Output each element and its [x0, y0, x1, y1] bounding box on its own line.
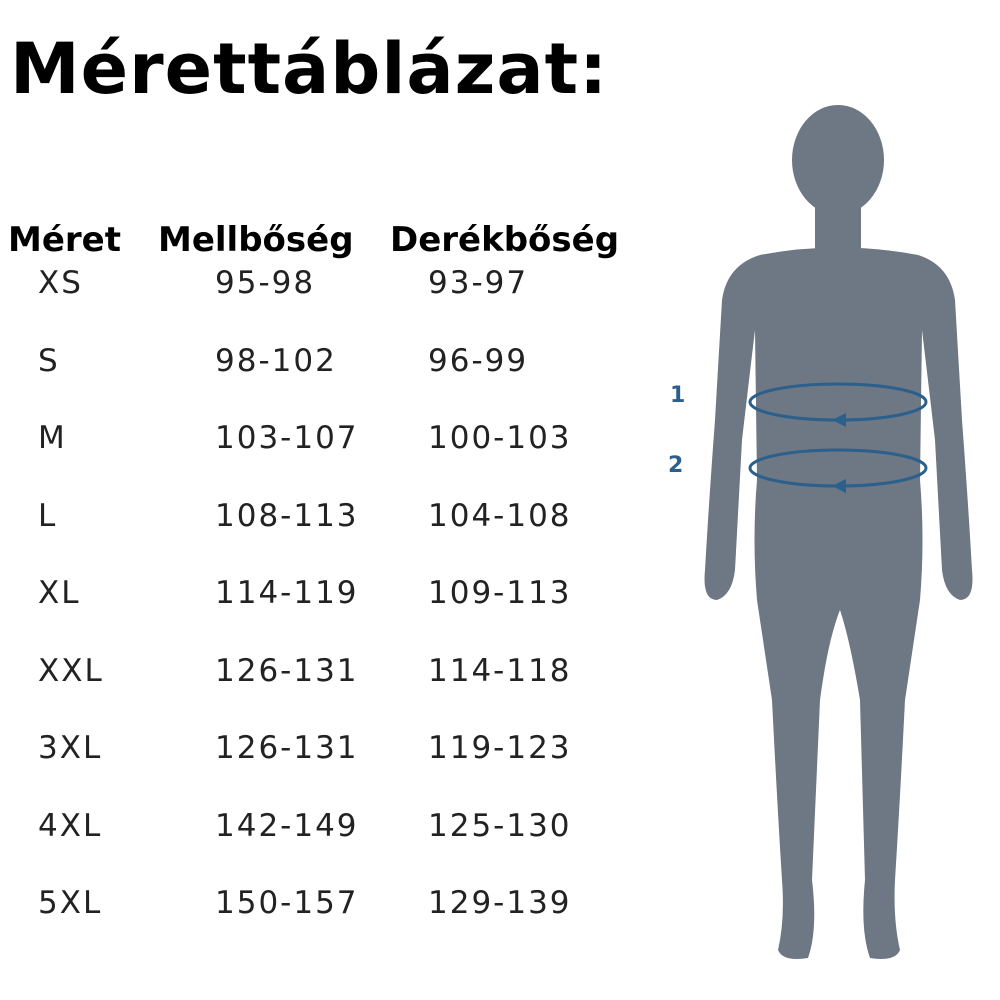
- arrow-icon: [832, 479, 846, 493]
- chest-cell: 108-113: [215, 497, 359, 534]
- chest-cell: 126-131: [215, 730, 359, 766]
- size-cell: XL: [38, 575, 81, 611]
- silhouette-icon: [704, 105, 973, 959]
- chest-cell: 126-131: [215, 652, 359, 689]
- marker-2: 2: [668, 453, 683, 478]
- chest-cell: 114-119: [215, 575, 359, 611]
- arrow-icon: [832, 413, 846, 427]
- marker-1: 1: [670, 383, 685, 408]
- chest-cell: 98-102: [215, 342, 337, 379]
- size-cell: XS: [38, 265, 83, 301]
- chest-cell: 142-149: [215, 807, 359, 844]
- header-waist: Derékbőség: [390, 220, 620, 260]
- chest-cell: 103-107: [215, 420, 359, 456]
- size-cell: 3XL: [38, 730, 103, 766]
- size-cell: XXL: [38, 652, 104, 689]
- size-cell: 4XL: [38, 807, 103, 844]
- waist-cell: 96-99: [428, 342, 529, 379]
- header-size: Méret: [8, 220, 121, 260]
- waist-cell: 129-139: [428, 885, 572, 921]
- waist-cell: 104-108: [428, 497, 572, 534]
- header-chest: Mellbőség: [158, 220, 354, 260]
- waist-cell: 114-118: [428, 652, 572, 689]
- size-cell: M: [38, 420, 67, 456]
- size-cell: L: [38, 497, 58, 534]
- page-title: Mérettáblázat:: [10, 28, 609, 110]
- waist-cell: 119-123: [428, 730, 572, 766]
- size-cell: 5XL: [38, 885, 103, 921]
- waist-cell: 93-97: [428, 265, 529, 301]
- size-cell: S: [38, 342, 60, 379]
- waist-cell: 100-103: [428, 420, 572, 456]
- body-silhouette-illustration: 1 2: [668, 105, 973, 959]
- chest-cell: 95-98: [215, 265, 316, 301]
- waist-cell: 125-130: [428, 807, 572, 844]
- waist-cell: 109-113: [428, 575, 572, 611]
- chest-cell: 150-157: [215, 885, 359, 921]
